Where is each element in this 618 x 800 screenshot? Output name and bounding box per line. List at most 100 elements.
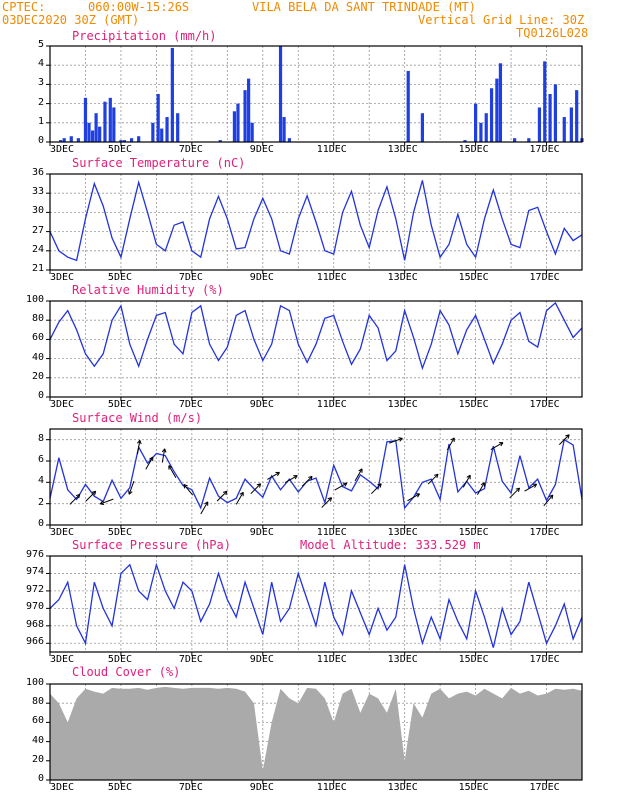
header-model: TQ0126L028 [516,26,589,40]
temp-xtick-label: 15DEC [458,272,489,283]
wind-arrow-head [75,493,81,499]
humidity-ytick-label: 20 [31,370,44,382]
wind-arrow-head [183,483,188,489]
wind-arrow [168,465,177,478]
humidity-xtick-label: 11DEC [316,399,347,410]
precip-bar [129,138,134,142]
cloud-ytick-label: 100 [25,677,44,688]
wind-arrow-head [498,442,504,447]
wind-arrow-head [99,500,105,506]
wind-arrow-head [548,494,554,500]
wind-arrow-head [327,497,333,502]
cloud-xtick-label: 5DEC [107,782,133,793]
humidity-frame [49,300,583,398]
cloud-xtick-label: 3DEC [50,782,75,793]
pressure-ytick-label: 968 [25,618,44,630]
wind-xtick-label: 11DEC [316,527,347,538]
wind-arrow [99,498,114,505]
precip-bar [484,113,488,142]
header-source: CPTEC: [2,0,46,14]
precip-xtick-label: 7DEC [178,144,203,155]
temp-title: Surface Temperature (nC) [72,156,246,170]
pressure-ytick-label: 974 [25,566,44,578]
pressure-title: Surface Pressure (hPa) [72,538,231,552]
precip-bar [243,90,247,142]
wind-arrow [476,482,485,496]
wind-arrow [250,483,262,495]
wind-arrow-head [136,439,142,445]
wind-arrow [490,442,504,450]
wind-arrow [136,440,141,455]
precip-bar [489,88,494,142]
precip-bar [94,113,98,142]
pressure-xtick-label: 11DEC [316,654,347,665]
cloud-xtick-label: 13DEC [387,782,418,793]
precip-frame [49,45,583,143]
wind-arrow [85,490,97,502]
wind-arrow [407,493,420,502]
cloud-ytick-label: 40 [31,734,44,746]
cloud-cover-area [50,686,582,780]
wind-arrow-head [293,475,298,480]
humidity-ytick-label: 80 [31,313,44,325]
header-run-date: 03DEC2020 30Z (GMT) [2,13,140,27]
precip-xtick-label: 17DEC [529,144,560,155]
precip-bar [247,78,251,142]
temp-series-line [49,179,583,262]
humidity-xtick-label: 3DEC [50,399,75,410]
precip-xtick-label: 3DEC [50,144,75,155]
precip-xtick-label: 11DEC [316,144,347,155]
pressure-ytick-label: 966 [25,636,44,648]
precip-bar [463,140,467,142]
wind-arrow [284,475,298,484]
temp-xtick-label: 11DEC [316,272,347,283]
precip-bar [108,97,112,142]
wind-arrow [389,437,403,444]
precip-bar [513,138,517,142]
temp-xtick-label: 9DEC [249,272,274,283]
wind-xtick-label: 15DEC [458,527,489,538]
wind-arrow [200,501,209,515]
wind-xtick-label: 13DEC [387,527,418,538]
pressure-ytick-label: 976 [25,549,44,560]
temp-xtick-label: 3DEC [50,272,75,283]
wind-arrow [321,497,332,508]
precip-bar [569,107,573,142]
temp-xtick-label: 17DEC [529,272,560,283]
header-coordinates: 060:00W-15:26S [88,0,190,14]
wind-arrow-head [565,434,570,439]
temp-ytick-label: 24 [31,243,44,255]
wind-arrow [509,487,520,499]
wind-title: Surface Wind (m/s) [72,411,203,425]
wind-arrow-head [515,487,521,493]
humidity-title: Relative Humidity (%) [72,283,224,297]
wind-arrow-head [308,475,313,481]
cloud-ytick-label: 60 [31,715,44,727]
wind-arrow-head [204,501,209,506]
precip-bar [176,113,180,142]
precip-bar [218,140,222,142]
precip-xtick-label: 15DEC [458,144,489,155]
wind-ytick-label: 0 [37,518,44,529]
wind-arrow-head [377,483,382,488]
wind-arrow-head [434,473,439,479]
wind-arrow [161,448,166,463]
wind-arrow-head [450,437,455,442]
wind-arrow-head [275,471,280,477]
precip-bar [474,103,478,142]
humidity-ytick-label: 100 [25,294,44,305]
humidity-xtick-label: 5DEC [107,399,133,410]
wind-arrow [543,494,554,507]
precip-ytick-label: 1 [37,115,44,127]
temp-ytick-label: 33 [31,186,44,198]
precip-ytick-label: 4 [37,58,44,70]
wind-arrow-head [222,490,228,496]
header-grid-line: Vertical Grid Line: 30Z [418,13,585,27]
model-altitude: Model Altitude: 333.529 m [300,538,481,552]
header-location: VILA BELA DA SANT TRINDADE (MT) [252,0,476,14]
cloud-xtick-label: 15DEC [458,782,489,793]
pressure-ytick-label: 972 [25,583,44,595]
cloud-ytick-label: 20 [31,753,44,765]
wind-arrow-head [239,491,244,497]
